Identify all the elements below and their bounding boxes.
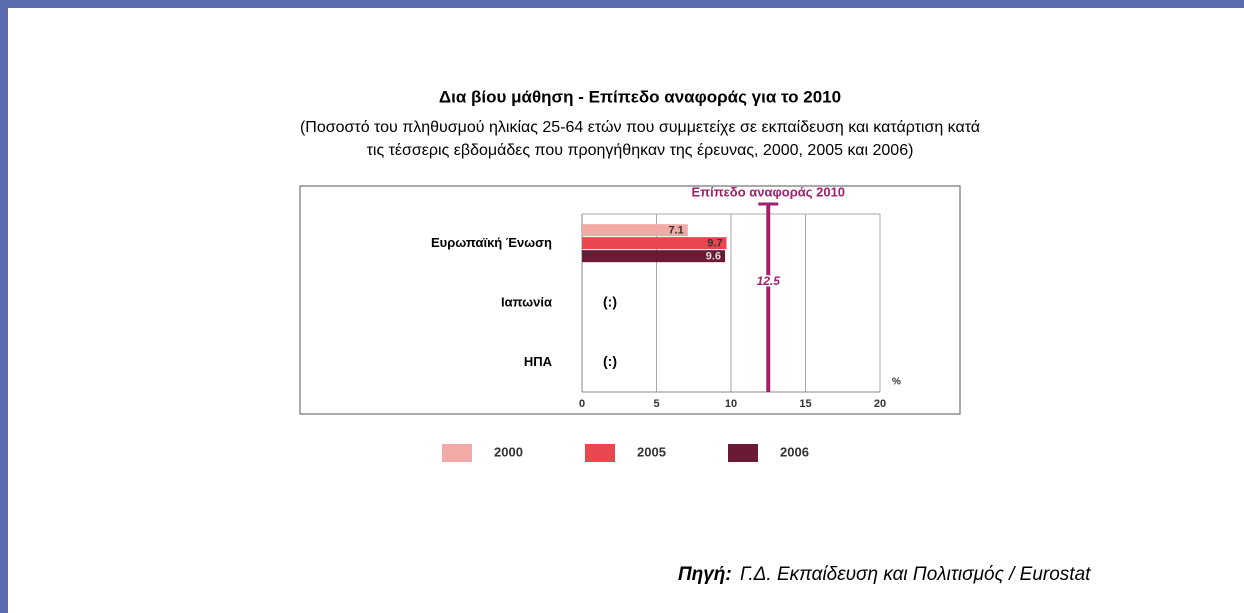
chart-frame bbox=[299, 185, 961, 415]
missing-note: (:) bbox=[603, 353, 617, 369]
bar bbox=[582, 224, 688, 237]
x-tick-label: 0 bbox=[579, 398, 585, 410]
y-tick-label: Ιαπωνία bbox=[501, 294, 552, 309]
x-tick-label: 15 bbox=[799, 398, 811, 410]
reference-label: Επίπεδο αναφοράς 2010 bbox=[691, 184, 845, 199]
bar bbox=[582, 250, 726, 263]
left-border bbox=[0, 0, 8, 613]
legend-swatch bbox=[442, 444, 472, 462]
chart-subtitle: (Ποσοστό του πληθυσμού ηλικίας 25-64 ετώ… bbox=[300, 119, 980, 136]
reference-value: 12.5 bbox=[757, 274, 781, 288]
top-border bbox=[0, 0, 1244, 8]
y-tick-label: Ευρωπαϊκή Ένωση bbox=[431, 235, 552, 250]
chart-title: Δια βίου μάθηση - Επίπεδο αναφοράς για τ… bbox=[439, 87, 841, 106]
legend-label: 2006 bbox=[780, 444, 809, 459]
legend-label: 2005 bbox=[637, 444, 666, 459]
x-tick-label: 20 bbox=[874, 398, 886, 410]
source-label: Πηγή: bbox=[678, 564, 732, 585]
chart-subtitle: τις τέσσερις εβδομάδες που προηγήθηκαν τ… bbox=[367, 142, 914, 159]
legend-swatch bbox=[585, 444, 615, 462]
missing-note: (:) bbox=[603, 294, 617, 310]
value-label: 9.7 bbox=[707, 238, 722, 250]
x-tick-label: 10 bbox=[725, 398, 737, 410]
legend-swatch bbox=[728, 444, 758, 462]
axis-unit: % bbox=[892, 377, 901, 388]
legend-label: 2000 bbox=[494, 444, 523, 459]
bar bbox=[582, 237, 727, 250]
value-label: 7.1 bbox=[668, 225, 683, 237]
x-tick-label: 5 bbox=[653, 398, 659, 410]
y-tick-label: ΗΠΑ bbox=[524, 354, 553, 369]
value-label: 9.6 bbox=[706, 251, 721, 263]
source: Γ.Δ. Εκπαίδευση και Πολιτισμός / Eurosta… bbox=[740, 564, 1091, 585]
